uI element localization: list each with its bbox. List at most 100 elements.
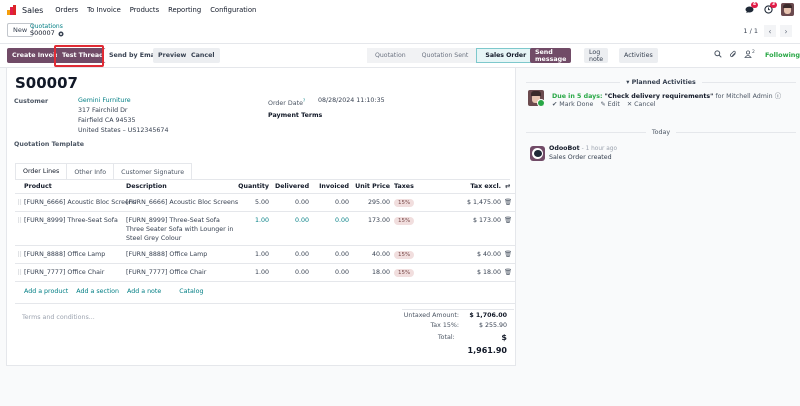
- order-title: S00007: [15, 74, 78, 92]
- quantity-cell[interactable]: 5.00: [254, 199, 269, 206]
- activities-button[interactable]: 3: [762, 1, 777, 16]
- col-product[interactable]: Product: [24, 183, 52, 190]
- message-time: - 1 hour ago: [581, 146, 618, 152]
- menu-configuration[interactable]: Configuration: [210, 6, 257, 14]
- tab-other-info[interactable]: Other Info: [66, 163, 115, 180]
- description-line-2: Three Seater Sofa with Lounger in: [126, 226, 234, 233]
- stage-quotation[interactable]: Quotation: [367, 48, 414, 63]
- unit-price-cell[interactable]: 18.00: [371, 269, 390, 276]
- messaging-button[interactable]: 4: [743, 1, 758, 16]
- menu-products[interactable]: Products: [129, 6, 160, 14]
- stage-sales-order[interactable]: Sales Order: [476, 48, 536, 63]
- table-row[interactable]: ⠿ [FURN_6666] Acoustic Bloc Screens [FUR…: [15, 194, 515, 212]
- trash-icon[interactable]: 🗑: [504, 217, 512, 224]
- paperclip-icon[interactable]: [729, 50, 737, 58]
- drag-handle-icon[interactable]: ⠿: [17, 251, 23, 259]
- table-row[interactable]: ⠿ [FURN_8999] Three-Seat Sofa [FURN_8999…: [15, 212, 515, 246]
- col-unit-price[interactable]: Unit Price: [355, 183, 390, 190]
- new-button[interactable]: New: [7, 23, 34, 37]
- app-name[interactable]: Sales: [22, 5, 44, 15]
- subtotal-cell: $ 1,475.00: [466, 199, 501, 206]
- search-icon[interactable]: [714, 50, 722, 58]
- trash-icon[interactable]: 🗑: [504, 199, 512, 206]
- add-note-link[interactable]: Add a note: [127, 288, 162, 295]
- catalog-link[interactable]: Catalog: [179, 288, 204, 295]
- col-invoiced[interactable]: Invoiced: [319, 183, 349, 190]
- unit-price-cell[interactable]: 40.00: [371, 251, 390, 258]
- edit-activity-button[interactable]: ✎ Edit: [600, 101, 620, 108]
- quantity-cell[interactable]: 1.00: [254, 251, 269, 258]
- pager-next-button[interactable]: ›: [780, 25, 792, 37]
- message-author[interactable]: OdooBot: [549, 145, 580, 152]
- cancel-order-button[interactable]: Cancel: [186, 48, 220, 63]
- menu-to-invoice[interactable]: To Invoice: [87, 6, 121, 14]
- activity-title: "Check delivery requirements": [604, 93, 714, 100]
- unit-price-cell[interactable]: 173.00: [367, 217, 390, 224]
- preview-button[interactable]: Preview: [153, 48, 192, 63]
- description-cell[interactable]: [FURN_8999] Three-Seat Sofa: [126, 217, 220, 224]
- drag-handle-icon[interactable]: ⠿: [17, 269, 23, 277]
- tab-customer-signature[interactable]: Customer Signature: [113, 163, 193, 180]
- send-by-email-button[interactable]: Send by Email: [104, 48, 165, 63]
- breadcrumb-quotations[interactable]: Quotations: [30, 23, 63, 30]
- col-description[interactable]: Description: [126, 183, 167, 190]
- optional-columns-icon[interactable]: ⇄: [505, 183, 511, 190]
- gear-icon[interactable]: [58, 31, 64, 37]
- help-icon[interactable]: ?: [302, 98, 306, 103]
- quantity-cell[interactable]: 1.00: [254, 269, 269, 276]
- log-note-button[interactable]: Log note: [584, 48, 609, 63]
- quantity-cell[interactable]: 1.00: [254, 217, 269, 224]
- unit-price-cell[interactable]: 295.00: [367, 199, 390, 206]
- mark-done-button[interactable]: ✔ Mark Done: [552, 101, 594, 108]
- trash-icon[interactable]: 🗑: [504, 251, 512, 258]
- product-cell[interactable]: [FURN_8999] Three-Seat Sofa: [24, 217, 118, 224]
- form-sheet: S00007 Customer Gemini Furniture 317 Fai…: [6, 68, 516, 366]
- activity-actions: ✔ Mark Done ✎ Edit ✕ Cancel: [552, 101, 655, 108]
- activities-button[interactable]: Activities: [619, 48, 658, 63]
- following-button[interactable]: Following: [765, 51, 800, 59]
- pager-value[interactable]: 1 / 1: [743, 27, 758, 35]
- description-cell[interactable]: [FURN_6666] Acoustic Bloc Screens: [126, 199, 239, 206]
- menu-orders[interactable]: Orders: [55, 6, 79, 14]
- drag-handle-icon[interactable]: ⠿: [17, 199, 23, 207]
- pager-previous-button[interactable]: ‹: [764, 25, 776, 37]
- customer-field[interactable]: Gemini Furniture: [78, 97, 131, 104]
- product-cell[interactable]: [FURN_8888] Office Lamp: [24, 251, 106, 258]
- add-product-link[interactable]: Add a product: [24, 288, 69, 295]
- description-cell[interactable]: [FURN_8888] Office Lamp: [126, 251, 208, 258]
- test-thread-button[interactable]: Test Thread: [57, 48, 109, 63]
- drag-handle-icon[interactable]: ⠿: [17, 217, 23, 225]
- tax-tag[interactable]: 15%: [394, 251, 415, 259]
- col-tax-excl[interactable]: Tax excl.: [470, 183, 501, 190]
- tax-tag[interactable]: 15%: [394, 269, 415, 277]
- product-cell[interactable]: [FURN_6666] Acoustic Bloc Screens: [24, 199, 137, 206]
- create-invoice-button[interactable]: Create Invoice: [7, 48, 69, 63]
- followers-button[interactable]: 2: [744, 50, 755, 58]
- tab-order-lines[interactable]: Order Lines: [15, 163, 68, 180]
- col-quantity[interactable]: Quantity: [238, 183, 269, 190]
- description-cell[interactable]: [FURN_7777] Office Chair: [126, 269, 207, 276]
- terms-field[interactable]: Terms and conditions...: [22, 314, 95, 321]
- info-icon[interactable]: ⓘ: [774, 93, 781, 100]
- menu-reporting[interactable]: Reporting: [168, 6, 202, 14]
- odoobot-avatar: [530, 146, 545, 161]
- delivered-cell: 0.00: [294, 217, 309, 224]
- activity-due: Due in 5 days:: [552, 93, 603, 100]
- table-row[interactable]: ⠿ [FURN_7777] Office Chair [FURN_7777] O…: [15, 264, 515, 282]
- planned-activities-toggle[interactable]: ▾ Planned Activities: [626, 79, 696, 86]
- add-section-link[interactable]: Add a section: [76, 288, 120, 295]
- tax-tag[interactable]: 15%: [394, 217, 415, 225]
- table-row[interactable]: ⠿ [FURN_8888] Office Lamp [FURN_8888] Of…: [15, 246, 515, 264]
- cancel-activity-button[interactable]: ✕ Cancel: [626, 101, 656, 108]
- order-date-field[interactable]: 08/28/2024 11:10:35: [318, 97, 385, 104]
- tab-divider: [15, 179, 510, 180]
- col-taxes[interactable]: Taxes: [394, 183, 414, 190]
- product-cell[interactable]: [FURN_7777] Office Chair: [24, 269, 105, 276]
- tax-tag[interactable]: 15%: [394, 199, 415, 207]
- send-message-button[interactable]: Send message: [530, 48, 572, 63]
- stage-quotation-sent[interactable]: Quotation Sent: [413, 48, 477, 63]
- trash-icon[interactable]: 🗑: [504, 269, 512, 276]
- user-avatar[interactable]: [781, 3, 794, 16]
- sales-app-icon[interactable]: [7, 5, 17, 15]
- col-delivered[interactable]: Delivered: [275, 183, 310, 190]
